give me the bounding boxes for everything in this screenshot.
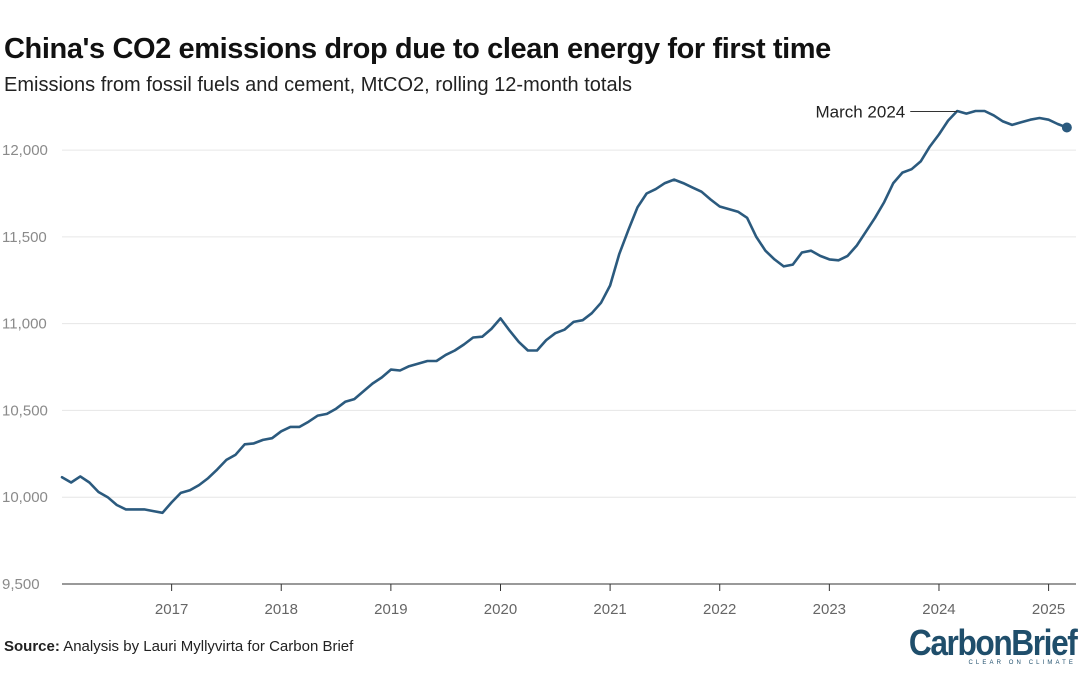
end-point-marker [1061, 122, 1072, 133]
x-tick-label: 2017 [155, 601, 188, 618]
emissions-line [60, 109, 1069, 515]
carbon-brief-logo: CarbonBrief CLEAR ON CLIMATE [886, 622, 1077, 667]
brand-tagline: CLEAR ON CLIMATE [968, 660, 1076, 666]
brand-name: CarbonBrief [908, 622, 1077, 663]
y-tick-label: 11,000 [2, 316, 47, 333]
chart-subtitle: Emissions from fossil fuels and cement, … [4, 74, 633, 96]
source-label: Source: [4, 638, 60, 655]
x-tick-label: 2018 [265, 601, 298, 618]
source-note: Source: Analysis by Lauri Myllyvirta for… [4, 638, 353, 655]
x-tick-label: 2020 [484, 601, 517, 618]
x-tick-label: 2025 [1032, 601, 1065, 618]
source-text: Analysis by Lauri Myllyvirta for Carbon … [59, 638, 354, 655]
y-tick-label: 10,000 [2, 489, 48, 506]
y-tick-label: 9,500 [2, 576, 40, 593]
y-tick-label: 12,000 [2, 142, 48, 159]
x-tick-label: 2021 [593, 601, 626, 618]
x-tick-label: 2019 [374, 601, 407, 618]
x-tick-label: 2023 [813, 601, 846, 618]
chart-title: China's CO2 emissions drop due to clean … [4, 33, 831, 65]
x-tick-label: 2022 [703, 601, 736, 618]
x-tick-label: 2024 [922, 601, 955, 618]
annotation-label: March 2024 [815, 103, 905, 122]
y-tick-label: 10,500 [2, 402, 48, 419]
y-tick-label: 11,500 [2, 229, 47, 246]
